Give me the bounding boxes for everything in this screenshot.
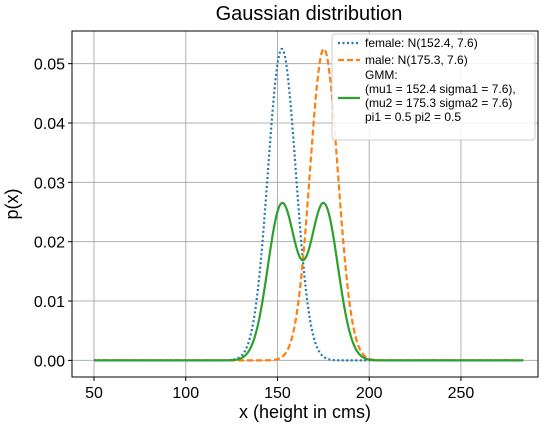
y-tick-label: 0.03 <box>34 175 65 192</box>
x-tick-label: 200 <box>356 385 383 402</box>
x-ticks: 50 100 150 200 250 <box>85 377 474 402</box>
y-tick-label: 0.02 <box>34 235 65 252</box>
legend-label: (mu1 = 152.4 sigma1 = 7.6), <box>365 82 516 96</box>
legend-box <box>331 33 536 141</box>
y-tick-label: 0.05 <box>34 57 65 74</box>
legend: female: N(152.4, 7.6) male: N(175.3, 7.6)… <box>331 33 536 141</box>
y-tick-label: 0.00 <box>34 353 65 370</box>
series-lines <box>93 47 524 362</box>
y-tick-label: 0.04 <box>34 116 65 133</box>
series-line-2 <box>93 201 524 362</box>
y-axis-label: p(x) <box>2 189 22 220</box>
legend-label: female: N(152.4, 7.6) <box>365 36 478 50</box>
x-axis-label: x (height in cms) <box>239 402 371 422</box>
chart-title: Gaussian distribution <box>216 3 403 25</box>
legend-label: pi1 = 0.5 pi2 = 0.5 <box>365 110 461 124</box>
legend-label: male: N(175.3, 7.6) <box>365 53 468 67</box>
legend-label: (mu2 = 175.3 sigma2 = 7.6) <box>365 96 512 110</box>
x-tick-label: 100 <box>172 385 199 402</box>
x-tick-label: 150 <box>264 385 291 402</box>
x-tick-label: 50 <box>85 385 103 402</box>
plot-frame <box>71 30 539 378</box>
x-tick-label: 250 <box>448 385 475 402</box>
y-tick-label: 0.01 <box>34 294 65 311</box>
y-ticks: 0.00 0.01 0.02 0.03 0.04 0.05 <box>34 57 72 370</box>
legend-label: GMM: <box>365 68 398 82</box>
